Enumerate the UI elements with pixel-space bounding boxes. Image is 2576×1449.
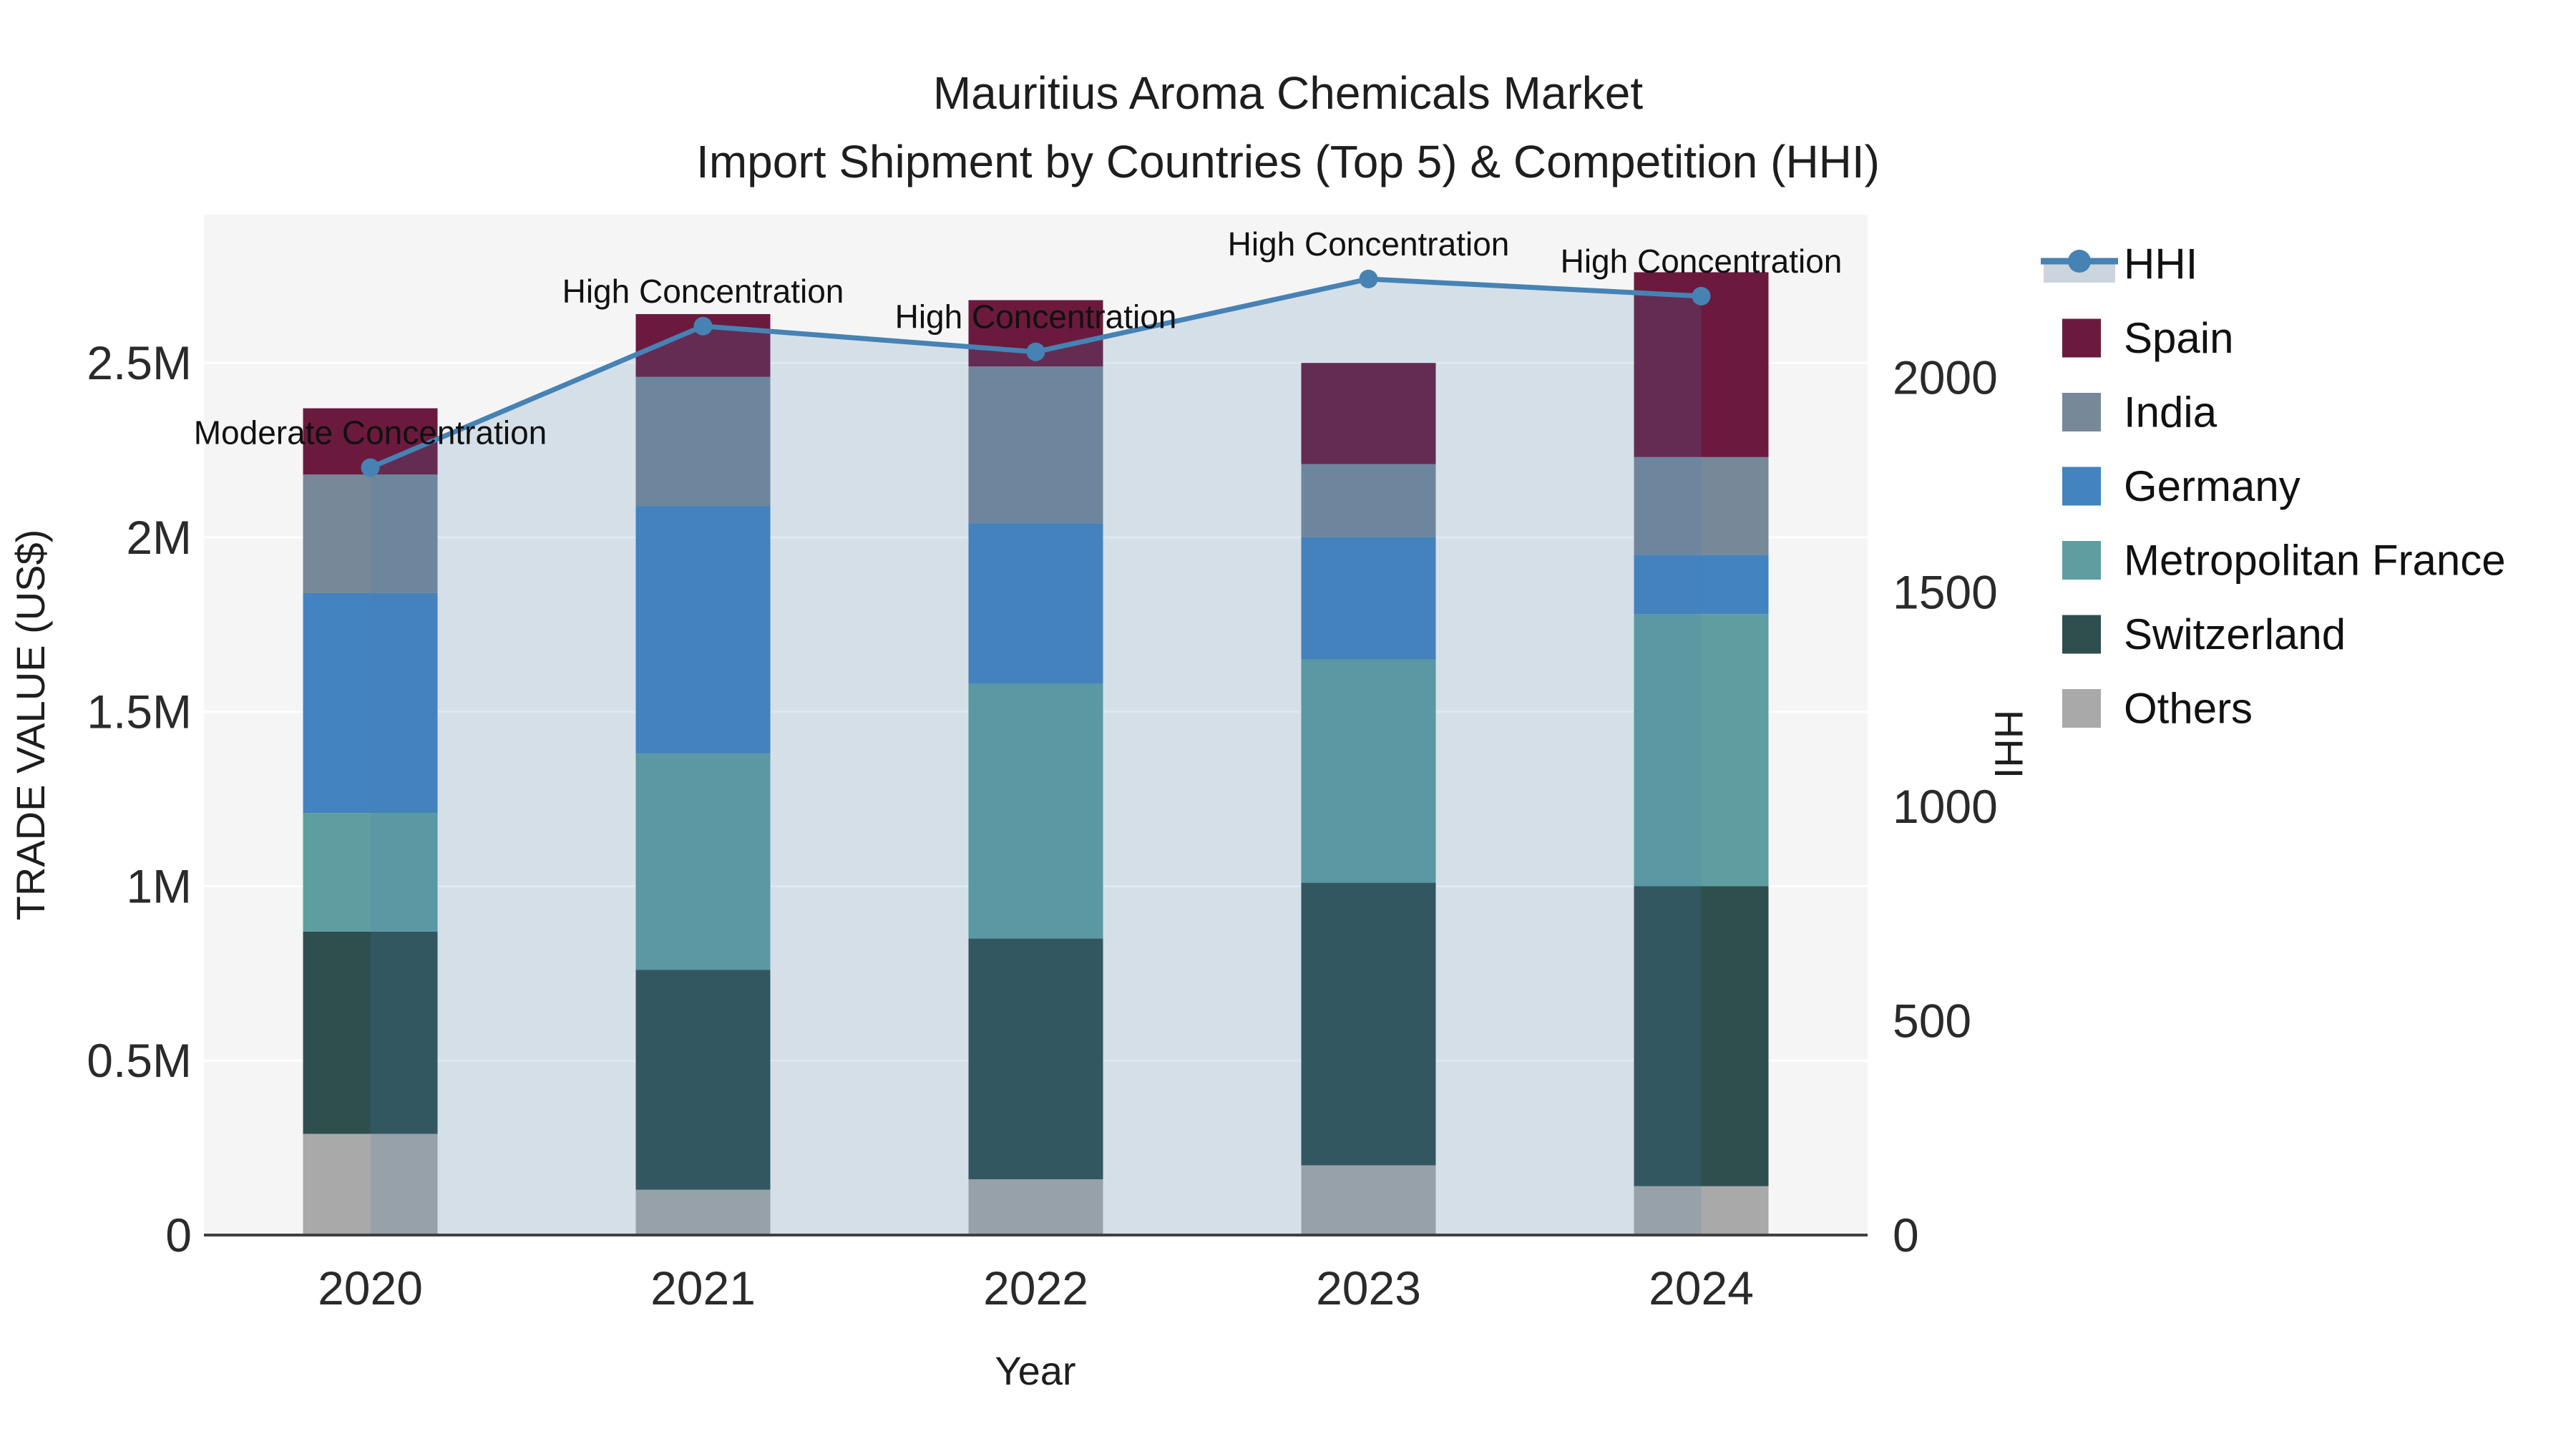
chart-title-line1: Mauritius Aroma Chemicals Market: [933, 67, 1644, 119]
legend-label: Germany: [2124, 462, 2301, 510]
bar-segment-germany-2020[interactable]: [303, 592, 438, 814]
bar-segment-india-2020[interactable]: [303, 474, 438, 593]
legend-label: India: [2124, 389, 2218, 436]
y-left-tick-0.5M: 0.5M: [87, 1034, 192, 1087]
bar-segment-germany-2023[interactable]: [1301, 537, 1436, 660]
x-tick-labels: 2020 2021 2022 2023 2024: [318, 1262, 1754, 1314]
legend-swatch-india: [2062, 393, 2101, 431]
bar-segment-germany-2024[interactable]: [1634, 555, 1769, 615]
legend-item-switzerland[interactable]: Switzerland: [2062, 610, 2346, 658]
bar-segment-germany-2022[interactable]: [968, 523, 1103, 684]
hhi-markers: [361, 269, 1711, 477]
bar-segment-germany-2021[interactable]: [635, 506, 771, 754]
legend-hhi-marker: [2068, 250, 2091, 273]
legend-label: Others: [2124, 685, 2253, 733]
bar-segment-india-2023[interactable]: [1301, 464, 1436, 537]
y-left-tick-labels: 0 0.5M 1M 1.5M 2M 2.5M: [87, 336, 192, 1262]
hhi-marker-2020[interactable]: [361, 458, 380, 477]
bar-segment-switzerland-2023[interactable]: [1301, 882, 1436, 1166]
x-tick-2021: 2021: [650, 1262, 756, 1314]
y-right-tick-1000: 1000: [1893, 780, 1998, 833]
hhi-area-fill: [370, 278, 1702, 1235]
legend-swatch-spain: [2062, 318, 2101, 358]
y-right-tick-labels: 0 500 1000 1500 2000: [1893, 351, 1998, 1262]
legend-swatch-others: [2062, 689, 2101, 728]
legend-item-metropolitan-france[interactable]: Metropolitan France: [2062, 537, 2506, 585]
bar-segment-india-2021[interactable]: [635, 376, 771, 507]
bar-segment-others-2023[interactable]: [1301, 1165, 1436, 1235]
hhi-marker-2023[interactable]: [1359, 269, 1378, 288]
bar-segment-india-2024[interactable]: [1634, 457, 1769, 555]
y-left-tick-1.5M: 1.5M: [87, 686, 192, 738]
bar-segment-others-2024[interactable]: [1634, 1186, 1769, 1235]
annotation-2022: High Concentration: [895, 298, 1177, 336]
hhi-marker-2022[interactable]: [1026, 342, 1045, 361]
hhi-marker-2024[interactable]: [1692, 286, 1711, 306]
bar-segment-switzerland-2024[interactable]: [1634, 886, 1769, 1186]
y-left-tick-2M: 2M: [126, 511, 192, 564]
bar-segment-metropolitan-france-2024[interactable]: [1634, 614, 1769, 887]
annotation-2020: Moderate Concentration: [194, 414, 547, 452]
y-right-tick-0: 0: [1893, 1209, 1919, 1262]
x-tick-2022: 2022: [983, 1262, 1088, 1314]
y-left-tick-0: 0: [165, 1209, 192, 1262]
legend-swatch-metropolitan-france: [2062, 541, 2101, 580]
y-right-axis-title: HHI: [1986, 710, 2031, 779]
bar-segment-others-2021[interactable]: [635, 1189, 771, 1235]
bar-segment-metropolitan-france-2021[interactable]: [635, 753, 771, 970]
bar-segment-others-2022[interactable]: [968, 1179, 1103, 1235]
bar-segment-metropolitan-france-2020[interactable]: [303, 813, 438, 932]
bar-segment-switzerland-2021[interactable]: [635, 970, 771, 1190]
bar-segment-switzerland-2020[interactable]: [303, 931, 438, 1134]
bar-segment-metropolitan-france-2023[interactable]: [1301, 659, 1436, 883]
legend-swatch-germany: [2062, 467, 2101, 506]
y-right-tick-1500: 1500: [1893, 565, 1998, 618]
annotation-2023: High Concentration: [1228, 225, 1510, 263]
y-left-tick-1M: 1M: [126, 859, 192, 912]
y-right-tick-2000: 2000: [1893, 351, 1998, 404]
annotation-2021: High Concentration: [562, 273, 844, 310]
annotations: Moderate Concentration High Concentration…: [194, 225, 1843, 452]
legend-label: Switzerland: [2124, 610, 2346, 658]
stacked-bars: [303, 272, 1769, 1235]
legend-item-others[interactable]: Others: [2062, 685, 2253, 733]
chart-title-line2: Import Shipment by Countries (Top 5) & C…: [696, 136, 1880, 187]
annotation-2024: High Concentration: [1561, 243, 1843, 280]
x-tick-2020: 2020: [318, 1262, 423, 1314]
legend-item-hhi[interactable]: HHI: [2041, 240, 2197, 288]
legend-label: HHI: [2124, 240, 2197, 288]
bar-segment-metropolitan-france-2022[interactable]: [968, 683, 1103, 939]
bar-segment-spain-2023[interactable]: [1301, 363, 1436, 464]
x-tick-2023: 2023: [1316, 1262, 1421, 1314]
legend-swatch-switzerland: [2062, 615, 2101, 654]
legend-label: Spain: [2124, 314, 2233, 362]
legend-item-spain[interactable]: Spain: [2062, 314, 2233, 362]
y-left-axis-title: TRADE VALUE (US$): [8, 530, 53, 921]
legend-item-india[interactable]: India: [2062, 389, 2218, 436]
bar-segment-switzerland-2022[interactable]: [968, 938, 1103, 1179]
bar-segment-india-2022[interactable]: [968, 366, 1103, 524]
bar-segment-others-2020[interactable]: [303, 1133, 438, 1235]
y-left-tick-2.5M: 2.5M: [87, 336, 192, 389]
legend: HHI Spain India Germany Metropolitan France S…: [2041, 240, 2506, 733]
y-right-tick-500: 500: [1893, 994, 1971, 1047]
legend-label: Metropolitan France: [2124, 537, 2506, 585]
legend-item-germany[interactable]: Germany: [2062, 462, 2301, 510]
hhi-marker-2021[interactable]: [693, 316, 713, 336]
x-axis-title: Year: [995, 1348, 1075, 1393]
x-tick-2024: 2024: [1649, 1262, 1754, 1314]
